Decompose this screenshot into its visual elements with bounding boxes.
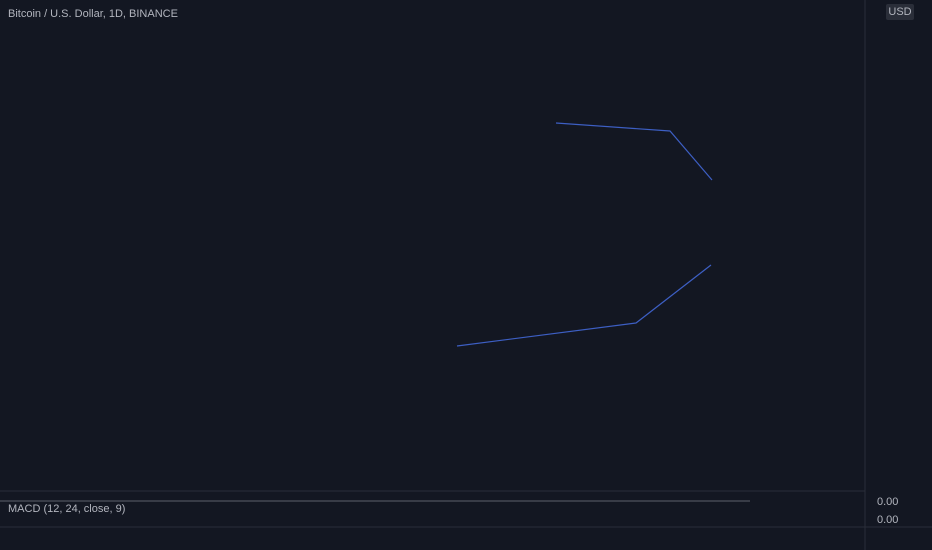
currency-badge[interactable] [886,4,914,20]
currency-label[interactable]: USD [888,6,911,18]
macd-tick: 0.00 [877,496,898,508]
drawing-line [456,264,712,347]
chart-title: Bitcoin / U.S. Dollar, 1D, BINANCE [8,8,178,20]
macd-label: MACD (12, 24, close, 9) [8,503,125,515]
drawing-line [555,122,713,181]
macd-tick: 0.00 [877,514,898,526]
